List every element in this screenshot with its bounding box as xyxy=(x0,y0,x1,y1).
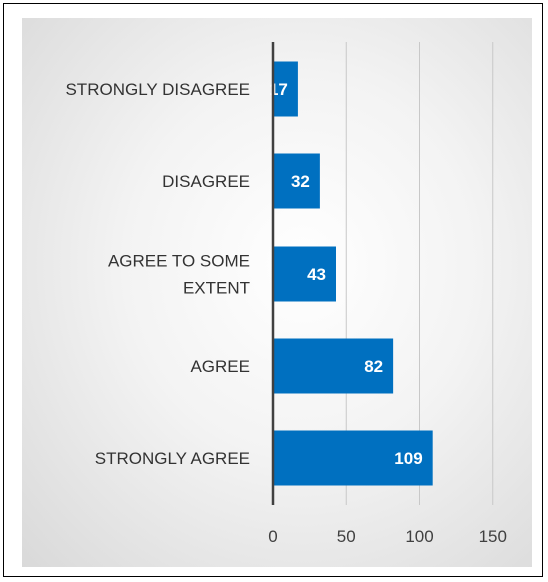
bar xyxy=(273,61,298,117)
x-tick-label: 150 xyxy=(479,527,507,546)
data-label: 43 xyxy=(307,265,326,284)
category-label: AGREE TO SOME EXTENT xyxy=(108,252,250,298)
data-label: 82 xyxy=(364,357,383,376)
category-label: STRONGLY DISAGREE xyxy=(65,80,250,99)
category-label-line: AGREE TO SOME xyxy=(108,252,250,271)
category-label-line: EXTENT xyxy=(183,279,250,298)
bar xyxy=(273,338,394,394)
category-label: DISAGREE xyxy=(162,172,250,191)
data-label: 32 xyxy=(291,172,310,191)
bar xyxy=(273,153,320,209)
data-label: 109 xyxy=(394,449,422,468)
category-label: AGREE xyxy=(190,357,250,376)
bar xyxy=(273,430,433,486)
x-tick-label: 0 xyxy=(268,527,277,546)
category-label-line: STRONGLY DISAGREE xyxy=(65,80,250,99)
category-label: STRONGLY AGREE xyxy=(95,449,250,468)
x-tick-label: 50 xyxy=(337,527,356,546)
category-label-line: DISAGREE xyxy=(162,172,250,191)
x-tick-label: 100 xyxy=(405,527,433,546)
bar xyxy=(273,246,336,302)
category-label-line: AGREE xyxy=(190,357,250,376)
category-label-line: STRONGLY AGREE xyxy=(95,449,250,468)
